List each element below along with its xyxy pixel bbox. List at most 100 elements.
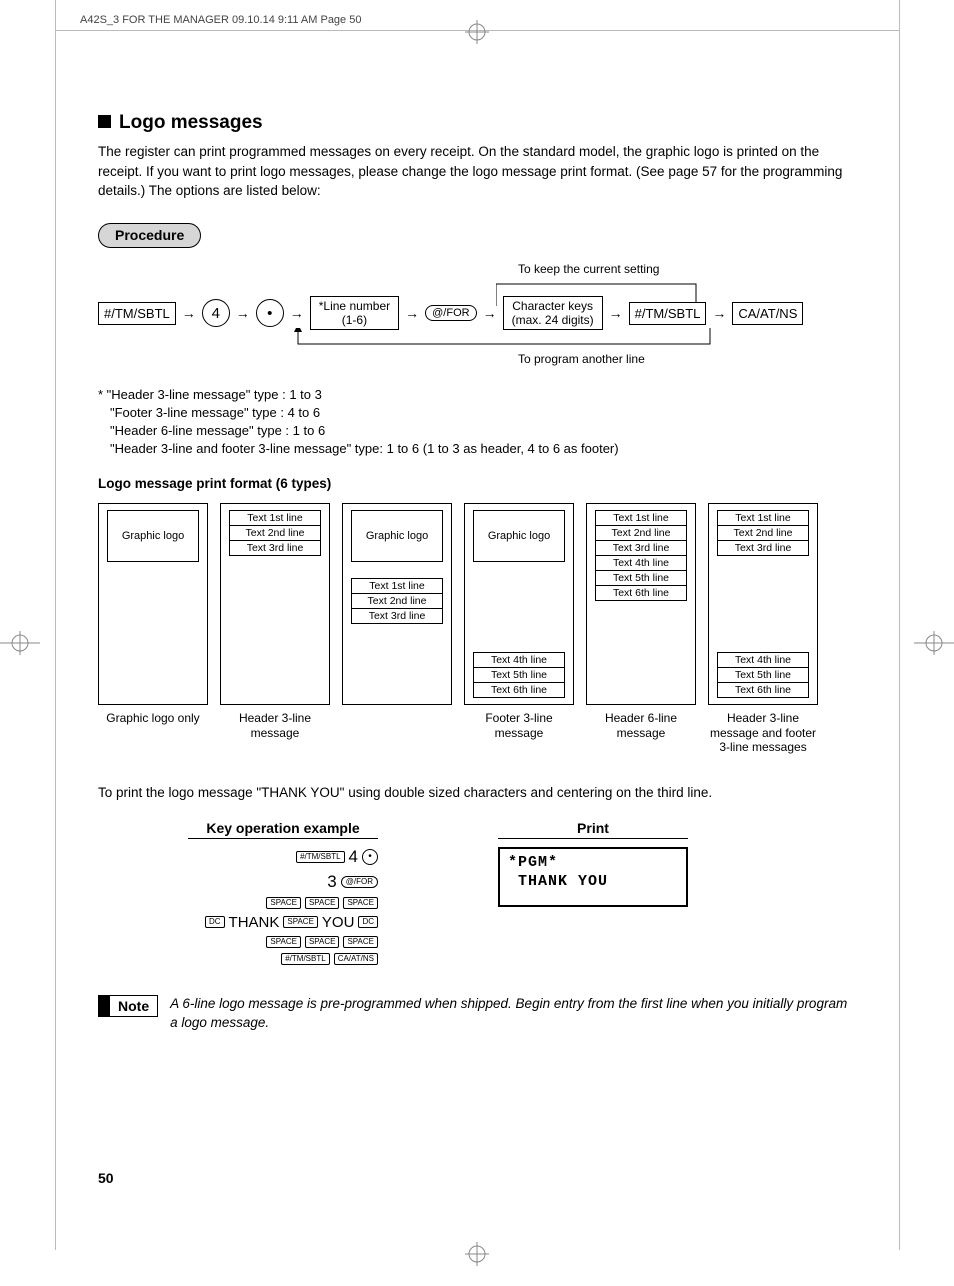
- text-row: Text 5th line: [473, 667, 565, 682]
- flow-bottom-loop: [290, 328, 720, 352]
- flow-box-charkeys-l2: (max. 24 digits): [512, 313, 594, 327]
- keyline-4: DC THANK SPACE YOU DC: [205, 914, 378, 931]
- text-row: Text 1st line: [351, 578, 443, 593]
- print-line-1: *PGM*: [508, 853, 678, 873]
- text-row: Text 3rd line: [595, 540, 687, 555]
- mini-key-atfor: @/FOR: [341, 876, 378, 888]
- mini-key-space: SPACE: [305, 897, 340, 909]
- crop-mark-right: [914, 631, 954, 655]
- crop-mark-bottom: [465, 1242, 489, 1266]
- text-row: Text 1st line: [229, 510, 321, 525]
- keyline-3: SPACE SPACE SPACE: [266, 897, 378, 909]
- crop-vline-left: [55, 0, 56, 1250]
- format-2-label: Header 3-line message: [220, 711, 330, 740]
- print-column: Print *PGM* THANK YOU: [498, 820, 688, 965]
- mini-key-space: SPACE: [266, 936, 301, 948]
- format-6-rows-top: Text 1st line Text 2nd line Text 3rd lin…: [717, 510, 809, 556]
- arrow-icon: →: [290, 305, 304, 321]
- square-bullet-icon: [98, 115, 111, 128]
- text-row: Text 1st line: [717, 510, 809, 525]
- format-4-label: Footer 3-line message: [464, 711, 574, 740]
- text-row: Text 2nd line: [351, 593, 443, 608]
- note-line-4: "Header 3-line and footer 3-line message…: [98, 440, 858, 458]
- format-4-box: Graphic logo Text 4th line Text 5th line…: [464, 503, 574, 705]
- format-5-label: Header 6-line message: [586, 711, 696, 740]
- example-intro: To print the logo message "THANK YOU" us…: [98, 785, 858, 800]
- format-1-logo: Graphic logo: [107, 510, 199, 562]
- flow-box-linenum-l2: (1-6): [342, 313, 367, 327]
- mini-key-space: SPACE: [266, 897, 301, 909]
- format-4: Graphic logo Text 4th line Text 5th line…: [464, 503, 574, 754]
- key-op-lines: #/TM/SBTL 4 • 3 @/FOR SPACE SPACE SPACE …: [188, 847, 378, 965]
- format-5: Text 1st line Text 2nd line Text 3rd lin…: [586, 503, 696, 754]
- note-text: A 6-line logo message is pre-programmed …: [170, 995, 858, 1033]
- text-row: Text 4th line: [473, 652, 565, 667]
- text-row: Text 2nd line: [229, 525, 321, 540]
- page-number: 50: [98, 1170, 114, 1186]
- mini-key-space: SPACE: [343, 897, 378, 909]
- flow-key-tmsbtl-1: #/TM/SBTL: [98, 302, 176, 325]
- format-3: Graphic logo Text 1st line Text 2nd line…: [342, 503, 452, 754]
- arrow-icon: →: [405, 305, 419, 321]
- mini-key-tmsbtl: #/TM/SBTL: [296, 851, 344, 863]
- note-line-1: * "Header 3-line message" type : 1 to 3: [98, 386, 858, 404]
- line-number-notes: * "Header 3-line message" type : 1 to 3 …: [98, 386, 858, 459]
- mini-key-space: SPACE: [343, 936, 378, 948]
- intro-paragraph: The register can print programmed messag…: [98, 142, 858, 201]
- page-content: Logo messages The register can print pro…: [98, 112, 858, 1032]
- format-6-label: Header 3-line message and footer 3-line …: [708, 711, 818, 754]
- flow-box-charkeys: Character keys (max. 24 digits): [503, 296, 603, 331]
- note-row: Note A 6-line logo message is pre-progra…: [98, 995, 858, 1033]
- section-title-text: Logo messages: [119, 112, 263, 133]
- arrow-icon: →: [712, 305, 726, 321]
- flow-key-4: 4: [202, 299, 230, 327]
- text-row: Text 3rd line: [717, 540, 809, 556]
- text-row: Text 6th line: [595, 585, 687, 601]
- keyline-1: #/TM/SBTL 4 •: [296, 847, 378, 867]
- text-row: Text 2nd line: [717, 525, 809, 540]
- crop-vline-right: [899, 0, 900, 1250]
- keyline-num-3: 3: [327, 872, 336, 892]
- arrow-icon: →: [182, 305, 196, 321]
- format-5-box: Text 1st line Text 2nd line Text 3rd lin…: [586, 503, 696, 705]
- format-4-rows: Text 4th line Text 5th line Text 6th lin…: [473, 652, 565, 698]
- flow-another-caption: To program another line: [518, 352, 645, 366]
- text-row: Text 3rd line: [351, 608, 443, 624]
- text-row: Text 5th line: [595, 570, 687, 585]
- text-row: Text 5th line: [717, 667, 809, 682]
- format-3-logo: Graphic logo: [351, 510, 443, 562]
- format-1: Graphic logo Graphic logo only: [98, 503, 208, 754]
- text-row: Text 6th line: [717, 682, 809, 698]
- arrow-icon: →: [483, 305, 497, 321]
- mini-key-tmsbtl: #/TM/SBTL: [281, 953, 329, 965]
- section-title: Logo messages: [98, 112, 858, 134]
- format-1-box: Graphic logo: [98, 503, 208, 705]
- format-6-box: Text 1st line Text 2nd line Text 3rd lin…: [708, 503, 818, 705]
- mini-key-dc: DC: [205, 916, 225, 928]
- procedure-pill: Procedure: [98, 223, 201, 248]
- flow-key-caatns: CA/AT/NS: [732, 302, 803, 325]
- format-2-rows: Text 1st line Text 2nd line Text 3rd lin…: [229, 510, 321, 556]
- keyline-5: SPACE SPACE SPACE: [266, 936, 378, 948]
- page-meta-header: A42S_3 FOR THE MANAGER 09.10.14 9:11 AM …: [80, 14, 361, 26]
- example-row: Key operation example #/TM/SBTL 4 • 3 @/…: [188, 820, 858, 965]
- format-grid: Graphic logo Graphic logo only Text 1st …: [98, 503, 858, 754]
- format-2-box: Text 1st line Text 2nd line Text 3rd lin…: [220, 503, 330, 705]
- text-row: Text 3rd line: [229, 540, 321, 556]
- keyline-2: 3 @/FOR: [327, 872, 378, 892]
- mini-key-dot: •: [362, 849, 378, 865]
- keyline-num-4: 4: [349, 847, 358, 867]
- format-3-rows: Text 1st line Text 2nd line Text 3rd lin…: [351, 578, 443, 624]
- format-3-box: Graphic logo Text 1st line Text 2nd line…: [342, 503, 452, 705]
- format-1-label: Graphic logo only: [106, 711, 199, 725]
- format-6: Text 1st line Text 2nd line Text 3rd lin…: [708, 503, 818, 754]
- note-line-3: "Header 6-line message" type : 1 to 6: [98, 422, 858, 440]
- mini-key-space: SPACE: [283, 916, 318, 928]
- format-4-logo: Graphic logo: [473, 510, 565, 562]
- flow-key-tmsbtl-2: #/TM/SBTL: [629, 302, 707, 325]
- arrow-icon: →: [609, 305, 623, 321]
- keyline-you: YOU: [322, 914, 355, 931]
- print-line-2: THANK YOU: [508, 872, 678, 892]
- format-6-rows-bot: Text 4th line Text 5th line Text 6th lin…: [717, 652, 809, 698]
- crop-mark-top: [465, 20, 489, 44]
